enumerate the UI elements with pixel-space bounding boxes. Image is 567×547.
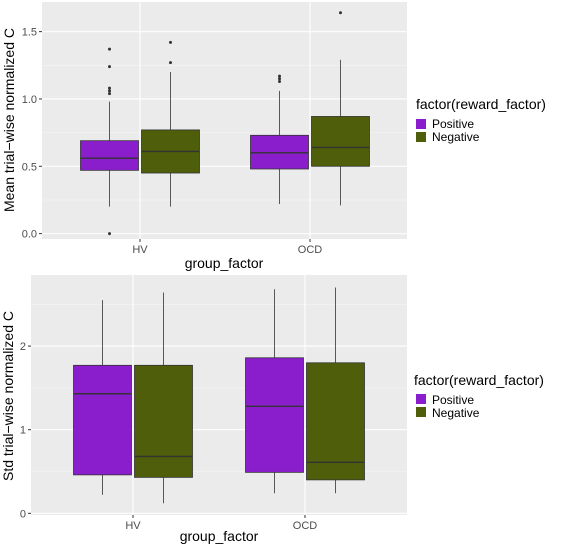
std-chart-x-tick-label: HV xyxy=(125,520,141,532)
mean-chart-ticks: 0.0 0.5 1.0 1.5 HV OCD xyxy=(22,27,323,256)
mean-chart-legend-label-positive: Positive xyxy=(432,117,474,131)
std-chart-legend-label-positive: Positive xyxy=(432,393,474,407)
mean-chart-boxes xyxy=(80,11,370,236)
std-chart-x-axis-title: group_factor xyxy=(180,528,259,544)
mean-chart-grid xyxy=(42,2,407,239)
mean-ocd-positive-outlier-point xyxy=(278,74,281,78)
mean-hv-negative-outlier-point xyxy=(169,61,172,65)
mean-hv-negative-outlier-point xyxy=(169,40,172,44)
std-hv-negative-box xyxy=(134,364,193,478)
std-chart-y-tick-label: 0 xyxy=(20,508,26,520)
mean-chart-legend-title: factor(reward_factor) xyxy=(416,96,546,112)
mean-hv-positive-outlier-point xyxy=(108,232,111,236)
std-ocd-negative-box xyxy=(306,362,365,481)
std-chart-y-tick-label: 1 xyxy=(20,425,26,437)
mean-hv-positive-outlier-point xyxy=(108,89,111,93)
mean-chart-x-axis-title: group_factor xyxy=(185,255,264,271)
mean-chart-legend-label-negative: Negative xyxy=(432,130,480,144)
std-chart-legend-key-positive xyxy=(416,394,426,404)
mean-chart-y-tick-label: 0.0 xyxy=(22,229,37,241)
std-chart-legend: factor(reward_factor) Positive Negative xyxy=(414,372,544,420)
std-hv-positive-box xyxy=(73,364,132,476)
mean-chart-legend-key-positive xyxy=(416,119,426,129)
std-chart-legend-label-negative: Negative xyxy=(432,406,480,420)
mean-chart-legend-key-negative xyxy=(416,132,426,142)
mean-hv-positive-outlier-point xyxy=(108,65,111,69)
mean-chart-legend: factor(reward_factor) Positive Negative xyxy=(416,96,546,144)
mean-chart-x-tick-label: OCD xyxy=(298,244,323,256)
mean-ocd-negative-box xyxy=(311,116,370,167)
mean-ocd-negative-outlier-point xyxy=(339,11,342,15)
mean-hv-positive-box xyxy=(80,140,139,171)
mean-chart: 0.0 0.5 1.0 1.5 HV OCD group_factor Mean tria… xyxy=(1,2,546,271)
mean-hv-positive-outlier-point xyxy=(108,86,111,90)
mean-ocd-positive-outlier-point xyxy=(278,77,281,81)
std-chart-grid xyxy=(31,275,407,515)
mean-chart-y-tick-label: 0.5 xyxy=(22,161,37,173)
std-chart-legend-key-negative xyxy=(416,407,426,417)
std-chart: 0 1 2 HV OCD group_factor Std trial−wise nor… xyxy=(0,275,544,544)
mean-chart-x-tick-label: HV xyxy=(132,244,148,256)
mean-chart-y-tick-label: 1.5 xyxy=(22,27,37,39)
std-chart-legend-title: factor(reward_factor) xyxy=(414,372,544,388)
mean-hv-positive-outlier-point xyxy=(108,92,111,96)
std-ocd-positive-box xyxy=(245,357,304,473)
mean-ocd-positive-outlier-point xyxy=(278,79,281,83)
mean-chart-y-axis-title: Mean trial−wise normalized C xyxy=(1,28,17,212)
std-chart-boxes xyxy=(73,287,365,504)
std-chart-y-tick-label: 2 xyxy=(20,341,26,353)
mean-hv-positive-outlier-point xyxy=(108,47,111,51)
std-chart-x-tick-label: OCD xyxy=(293,520,318,532)
mean-chart-y-tick-label: 1.0 xyxy=(22,94,37,106)
std-chart-ticks: 0 1 2 HV OCD xyxy=(20,341,317,532)
std-chart-y-axis-title: Std trial−wise normalized C xyxy=(0,311,16,481)
